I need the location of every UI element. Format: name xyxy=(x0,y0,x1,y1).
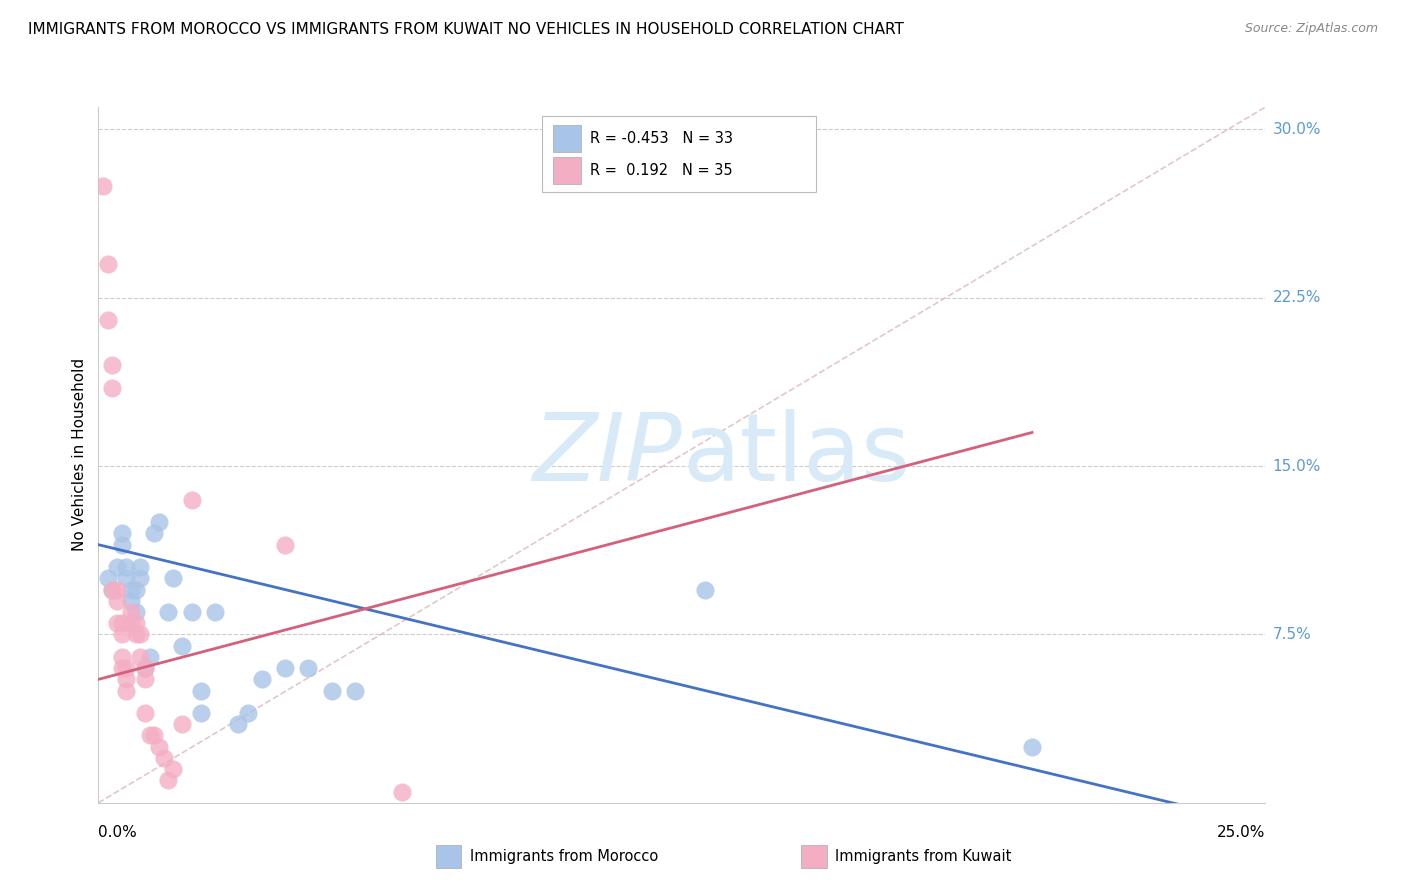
Point xyxy=(111,649,134,664)
Point xyxy=(297,661,319,675)
Point xyxy=(391,784,413,798)
Point xyxy=(134,673,156,687)
Point xyxy=(236,706,259,720)
Point xyxy=(105,582,128,597)
Text: 7.5%: 7.5% xyxy=(1272,627,1312,642)
Point xyxy=(250,673,273,687)
Point xyxy=(228,717,250,731)
Point xyxy=(274,661,297,675)
Y-axis label: No Vehicles in Household: No Vehicles in Household xyxy=(72,359,87,551)
Point xyxy=(139,649,162,664)
Point xyxy=(115,571,138,585)
Text: atlas: atlas xyxy=(682,409,910,501)
Point xyxy=(274,538,297,552)
Text: R =  0.192   N = 35: R = 0.192 N = 35 xyxy=(589,163,733,178)
Point xyxy=(101,381,124,395)
Point xyxy=(111,526,134,541)
Point xyxy=(204,605,226,619)
Point xyxy=(190,683,212,698)
Point xyxy=(172,639,194,653)
Text: Immigrants from Morocco: Immigrants from Morocco xyxy=(470,849,658,863)
Point xyxy=(101,582,124,597)
Point xyxy=(695,582,717,597)
Point xyxy=(190,706,212,720)
Point xyxy=(97,257,120,271)
Point xyxy=(125,582,148,597)
Point xyxy=(120,594,142,608)
Point xyxy=(148,739,170,754)
Point xyxy=(120,616,142,631)
Point xyxy=(115,560,138,574)
Point xyxy=(344,683,367,698)
Point xyxy=(101,582,124,597)
Point xyxy=(157,773,180,788)
Point xyxy=(148,515,170,529)
Point xyxy=(180,605,202,619)
Point xyxy=(111,616,134,631)
Text: IMMIGRANTS FROM MOROCCO VS IMMIGRANTS FROM KUWAIT NO VEHICLES IN HOUSEHOLD CORRE: IMMIGRANTS FROM MOROCCO VS IMMIGRANTS FR… xyxy=(28,22,904,37)
Point xyxy=(120,605,142,619)
Point xyxy=(115,683,138,698)
Point xyxy=(105,560,128,574)
Point xyxy=(162,571,184,585)
Point xyxy=(152,751,174,765)
Text: 0.0%: 0.0% xyxy=(98,825,138,840)
Point xyxy=(129,571,152,585)
Point xyxy=(134,706,156,720)
Text: Source: ZipAtlas.com: Source: ZipAtlas.com xyxy=(1244,22,1378,36)
Point xyxy=(129,560,152,574)
Point xyxy=(105,616,128,631)
Point xyxy=(111,627,134,641)
Point xyxy=(1021,739,1043,754)
Point xyxy=(111,538,134,552)
Point xyxy=(101,358,124,372)
Point xyxy=(162,762,184,776)
Point xyxy=(97,571,120,585)
Point xyxy=(115,661,138,675)
Text: R = -0.453   N = 33: R = -0.453 N = 33 xyxy=(589,131,733,146)
Point xyxy=(143,729,166,743)
Text: 25.0%: 25.0% xyxy=(1218,825,1265,840)
Point xyxy=(134,661,156,675)
Point xyxy=(105,594,128,608)
Point xyxy=(125,605,148,619)
Point xyxy=(91,178,114,193)
Point xyxy=(143,526,166,541)
Point xyxy=(172,717,194,731)
Point xyxy=(321,683,343,698)
Point xyxy=(125,616,148,631)
Point xyxy=(111,661,134,675)
Point xyxy=(125,627,148,641)
Text: 30.0%: 30.0% xyxy=(1272,122,1320,137)
Point xyxy=(115,673,138,687)
Point xyxy=(120,582,142,597)
Point xyxy=(157,605,180,619)
Point xyxy=(180,492,202,507)
Text: 22.5%: 22.5% xyxy=(1272,290,1320,305)
Text: Immigrants from Kuwait: Immigrants from Kuwait xyxy=(835,849,1011,863)
Point xyxy=(129,649,152,664)
Point xyxy=(139,729,162,743)
Text: 15.0%: 15.0% xyxy=(1272,458,1320,474)
Text: ZIP: ZIP xyxy=(533,409,682,500)
Point xyxy=(129,627,152,641)
Point xyxy=(134,661,156,675)
Point xyxy=(97,313,120,327)
